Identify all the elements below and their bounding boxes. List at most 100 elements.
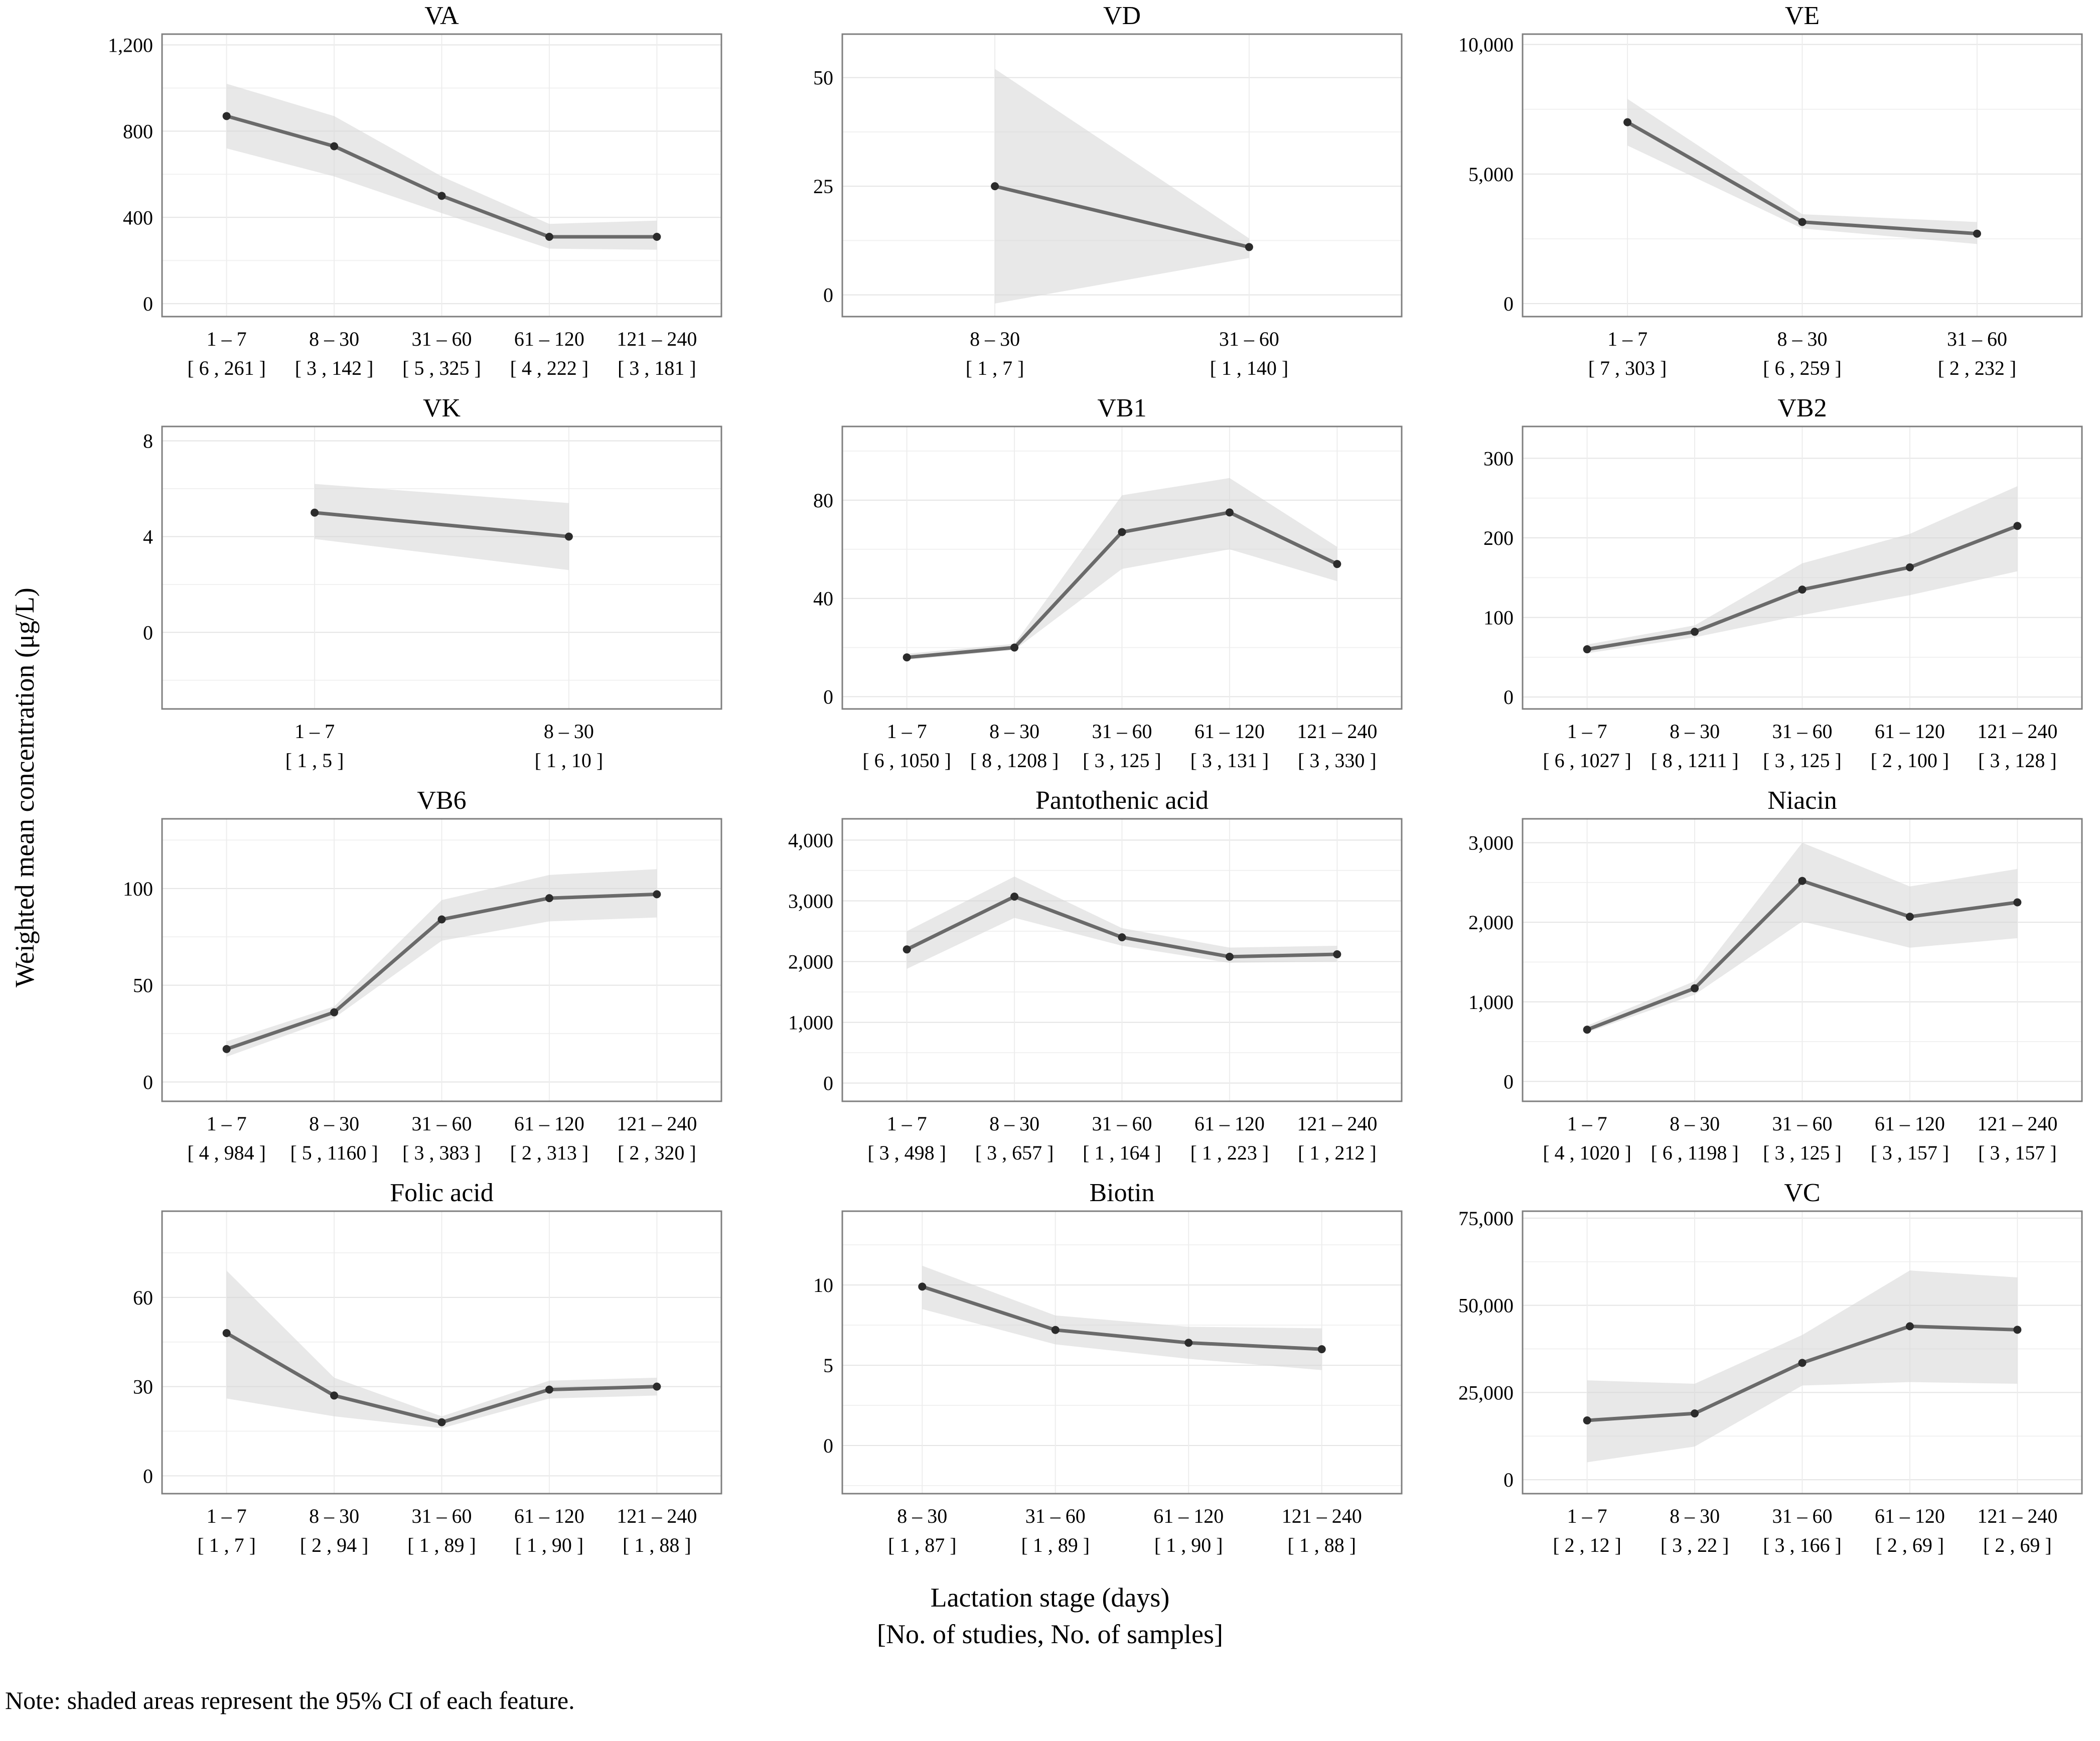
x-tick-label: 121 – 240 <box>1977 1505 2057 1527</box>
x-tick-label: 8 – 30 <box>309 1505 359 1527</box>
trend-line <box>314 511 569 538</box>
x-tick-label: 8 – 30 <box>544 720 594 743</box>
data-point <box>1905 1322 1914 1331</box>
sample-count-label: [ 4 , 222 ] <box>510 357 589 379</box>
ci-band <box>907 478 1337 660</box>
x-tick-label: 1 – 7 <box>1567 1112 1607 1135</box>
sample-count-label: [ 6 , 261 ] <box>187 357 266 379</box>
chart-title: VK <box>423 395 461 422</box>
chart-title: VD <box>1103 3 1141 30</box>
data-point <box>1905 913 1914 921</box>
subplot-niacin: 0 1,000 2,000 3,000 1 – 7 [ 4 , 1020 ] 8 – 30 [… <box>1420 788 2100 1180</box>
y-tick-label: 4,000 <box>788 829 833 851</box>
y-tick-label: 50 <box>133 974 153 997</box>
sample-count-label: [ 3 , 498 ] <box>867 1141 946 1164</box>
y-tick-label: 10,000 <box>1458 34 1514 56</box>
y-tick-label: 1,200 <box>108 34 153 56</box>
y-tick-label: 0 <box>823 284 833 307</box>
x-tick-label: 8 – 30 <box>989 1112 1039 1135</box>
sample-count-label: [ 2 , 320 ] <box>618 1141 696 1164</box>
panel-border <box>161 33 722 318</box>
data-point <box>2013 522 2022 530</box>
subplot-ve: 0 5,000 10,000 1 – 7 [ 7 , 303 ] 8 – 30 [ 6 , … <box>1420 3 2100 395</box>
sample-count-label: [ 8 , 1211 ] <box>1651 749 1738 772</box>
data-point <box>1184 1339 1193 1347</box>
panel-border <box>1522 1210 2083 1495</box>
sample-count-label: [ 1 , 140 ] <box>1210 357 1289 379</box>
x-tick-label: 8 – 30 <box>1670 1112 1720 1135</box>
sample-count-label: [ 3 , 125 ] <box>1763 1141 1842 1164</box>
data-point <box>2013 1326 2022 1334</box>
subplot-folic-acid: 0 30 60 1 – 7 [ 1 , 7 ] 8 – 30 [ 2 , 94 ] 31 – … <box>59 1180 739 1572</box>
chart-canvas-niacin: 0 1,000 2,000 3,000 1 – 7 [ 4 , 1020 ] 8 – 30 [… <box>1468 788 2083 1164</box>
x-tick-label: 61 – 120 <box>1194 720 1265 743</box>
sample-count-label: [ 6 , 1027 ] <box>1543 749 1631 772</box>
sample-count-label: [ 1 , 90 ] <box>1154 1534 1223 1556</box>
x-tick-label: 31 – 60 <box>1947 328 2007 350</box>
data-point <box>903 945 911 954</box>
data-point <box>1973 229 1981 238</box>
figure-note: Note: shaded areas represent the 95% CI … <box>5 1686 575 1714</box>
sample-count-label: [ 4 , 984 ] <box>187 1141 266 1164</box>
data-point <box>222 1045 231 1053</box>
x-tick-label: 121 – 240 <box>1282 1505 1362 1527</box>
sample-count-label: [ 2 , 69 ] <box>1876 1534 1944 1556</box>
y-tick-label: 3,000 <box>1468 832 1514 854</box>
subplot-pantothenic-acid: 0 1,000 2,000 3,000 4,000 1 – 7 [ 3 , 498 ] 8 –… <box>739 788 1420 1180</box>
trend-line <box>994 184 1250 249</box>
data-point <box>1798 877 1807 885</box>
data-point <box>1583 1026 1591 1034</box>
chart-canvas-biotin: 0 5 10 8 – 30 [ 1 , 87 ] 31 – 60 [ 1 , 89 ] 61 … <box>813 1180 1403 1556</box>
x-tick-label: 1 – 7 <box>1567 1505 1607 1527</box>
panel-border <box>161 1210 722 1495</box>
data-point <box>564 532 573 541</box>
panel-border <box>1522 33 2083 318</box>
chart-canvas-folic-acid: 0 30 60 1 – 7 [ 1 , 7 ] 8 – 30 [ 2 , 94 ] 31 – … <box>133 1180 722 1556</box>
x-tick-label: 1 – 7 <box>887 1112 927 1135</box>
sample-count-label: [ 3 , 657 ] <box>975 1141 1054 1164</box>
data-point <box>330 1008 339 1017</box>
sample-count-label: [ 3 , 142 ] <box>295 357 374 379</box>
sample-count-label: [ 3 , 128 ] <box>1978 749 2057 772</box>
panel-border <box>1522 818 2083 1102</box>
panel-border <box>841 425 1403 710</box>
y-tick-label: 4 <box>143 525 153 548</box>
x-axis-label-line2: [No. of studies, No. of samples] <box>877 1619 1223 1649</box>
y-tick-label: 3,000 <box>788 890 833 912</box>
data-point <box>1583 645 1591 654</box>
y-tick-label: 200 <box>1483 527 1514 549</box>
sample-count-label: [ 6 , 1050 ] <box>862 749 951 772</box>
data-point <box>437 1418 446 1426</box>
x-tick-label: 31 – 60 <box>1092 720 1152 743</box>
sample-count-label: [ 8 , 1208 ] <box>970 749 1059 772</box>
ci-band <box>995 69 1249 304</box>
data-point <box>1010 643 1019 652</box>
data-point <box>1691 1409 1699 1418</box>
x-tick-label: 1 – 7 <box>1567 720 1607 743</box>
chart-title: VE <box>1785 3 1820 30</box>
data-point <box>1905 563 1914 571</box>
data-point <box>653 890 661 899</box>
y-tick-label: 50 <box>813 67 833 89</box>
ci-band <box>315 484 569 570</box>
x-tick-label: 121 – 240 <box>617 328 697 350</box>
chart-canvas-va: 0 400 800 1,200 1 – 7 [ 6 , 261 ] 8 – 30 [ 3 , … <box>108 3 722 379</box>
panel-border <box>161 425 722 710</box>
sample-count-label: [ 1 , 7 ] <box>966 357 1024 379</box>
y-tick-label: 0 <box>1504 686 1514 708</box>
trend-line <box>922 1285 1322 1351</box>
chart-canvas-pantothenic-acid: 0 1,000 2,000 3,000 4,000 1 – 7 [ 3 , 498 ] 8 –… <box>788 788 1403 1164</box>
sample-count-label: [ 5 , 1160 ] <box>290 1141 378 1164</box>
subplot-vb6: 0 50 100 1 – 7 [ 4 , 984 ] 8 – 30 [ 5 , 1160 ]… <box>59 788 739 1180</box>
sample-count-label: [ 5 , 325 ] <box>402 357 481 379</box>
x-tick-label: 31 – 60 <box>1772 720 1833 743</box>
subplot-vc: 0 25,000 50,000 75,000 1 – 7 [ 2 , 12 ] 8 – 30… <box>1420 1180 2100 1572</box>
y-tick-label: 0 <box>143 621 153 644</box>
data-point <box>1118 933 1126 942</box>
x-tick-label: 8 – 30 <box>309 328 359 350</box>
sample-count-label: [ 1 , 89 ] <box>407 1534 476 1556</box>
x-tick-label: 61 – 120 <box>1875 1505 1945 1527</box>
x-tick-label: 121 – 240 <box>617 1112 697 1135</box>
sample-count-label: [ 1 , 90 ] <box>515 1534 584 1556</box>
